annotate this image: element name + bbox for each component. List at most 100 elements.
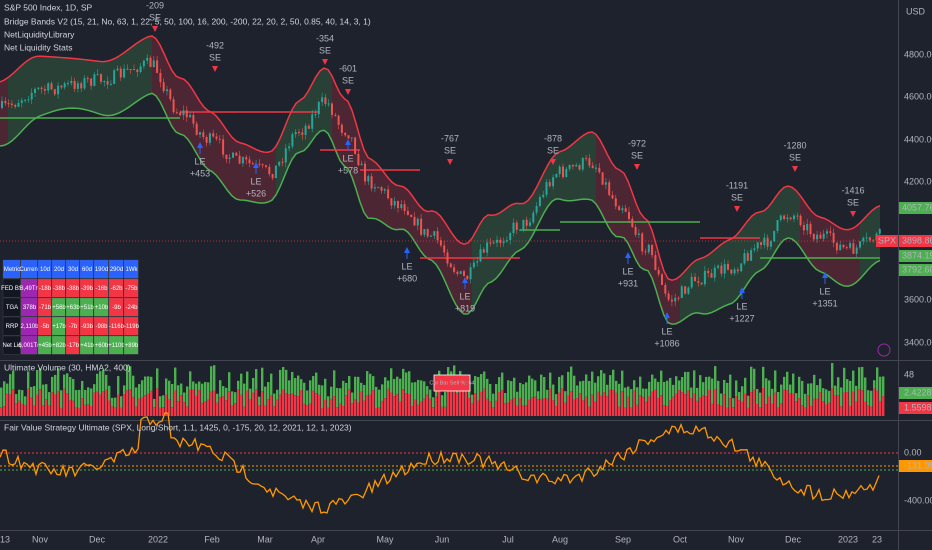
volume-bar [744, 377, 747, 394]
price-badge-text: 3874.19 [902, 250, 932, 260]
volume-bar [66, 393, 69, 416]
candle-body [175, 112, 178, 114]
candle-body [839, 244, 842, 251]
candle-body [499, 239, 502, 243]
volume-bar [813, 398, 816, 416]
volume-bar [684, 371, 687, 395]
volume-bar [96, 391, 99, 416]
table-text: -7b [69, 324, 78, 330]
candle-body [779, 215, 782, 221]
volume-bar [675, 376, 678, 394]
volume-bar [870, 390, 873, 407]
volume-bar [99, 394, 102, 416]
volume-bar [726, 407, 729, 416]
candle-body [235, 152, 238, 156]
candle-body [350, 137, 353, 139]
volume-bar [51, 376, 54, 393]
band-fill [296, 100, 300, 154]
candle-body [512, 222, 515, 234]
volume-bar [798, 376, 801, 399]
volume-bar [390, 368, 393, 393]
volume-bar [630, 407, 633, 416]
volume-bar [519, 398, 522, 416]
volume-bar [549, 372, 552, 389]
band-fill [124, 49, 128, 111]
candle-body [585, 158, 588, 160]
table-cell [79, 297, 94, 317]
table-text: +10b [95, 305, 109, 311]
volume-bar [270, 373, 273, 396]
volume-bar [441, 395, 444, 407]
candle-body [816, 234, 819, 240]
trade-label: SE [149, 12, 161, 22]
candle-body [670, 299, 673, 302]
table-text: Metric [4, 267, 20, 273]
band-fill [32, 56, 36, 121]
volume-bar [297, 396, 300, 416]
volume-bar [240, 373, 243, 395]
trade-label: SE [209, 52, 221, 62]
volume-bar [768, 380, 771, 397]
candle-body [562, 166, 564, 177]
candle-body [776, 220, 779, 231]
candle-body [743, 253, 746, 264]
volume-bar [480, 374, 483, 392]
table-cell [37, 316, 52, 336]
volume-bar [210, 391, 213, 416]
band-fill [312, 76, 316, 141]
volume-bar [816, 398, 819, 416]
candle-body [756, 242, 759, 249]
band-fill [504, 207, 508, 269]
volume-bar [306, 405, 309, 416]
candle-body [109, 83, 112, 85]
table-cell [93, 335, 109, 355]
band-fill [0, 80, 4, 146]
volume-bar [528, 375, 531, 400]
candle-body [60, 85, 63, 88]
candle-body [453, 267, 456, 272]
volume-bar [717, 404, 720, 416]
volume-bar [300, 379, 303, 391]
candle-body [812, 233, 815, 240]
table-cell [79, 259, 94, 279]
candle-body [766, 237, 769, 247]
volume-bar [90, 405, 93, 416]
volume-bar [408, 393, 411, 416]
volume-bar [597, 376, 600, 392]
candle-body [601, 172, 604, 185]
band-fill [96, 60, 100, 115]
band-fill [828, 220, 832, 279]
replay-icon[interactable] [877, 343, 891, 357]
price-badge [899, 250, 932, 262]
volume-bar [168, 399, 171, 416]
volume-bar [873, 380, 876, 389]
candle-body [340, 124, 343, 133]
volume-bar [417, 379, 420, 405]
volume-bar [777, 407, 780, 416]
volume-bar [198, 381, 201, 391]
candle-body [628, 211, 630, 219]
time-label: Jun [435, 534, 450, 544]
volume-bar [579, 381, 582, 394]
volume-bar [576, 398, 579, 416]
lower-band [0, 92, 881, 326]
volume-bar [135, 387, 138, 407]
band-fill [556, 151, 560, 200]
table-cell [20, 316, 38, 336]
short-arrow [550, 159, 556, 165]
trade-label: LE [736, 301, 747, 311]
band-fill [584, 132, 588, 200]
candle-body [364, 163, 366, 182]
volume-bar [843, 392, 846, 416]
candle-body [261, 164, 264, 166]
price-badge [899, 235, 932, 247]
volume-bar [201, 383, 204, 403]
volume-bar [855, 401, 858, 416]
candle-body [786, 217, 789, 220]
candle-body [314, 114, 317, 116]
band-fill [516, 203, 520, 253]
value-label: 2.4228 [904, 387, 932, 397]
volume-bar [165, 378, 168, 395]
band-fill [480, 217, 484, 295]
